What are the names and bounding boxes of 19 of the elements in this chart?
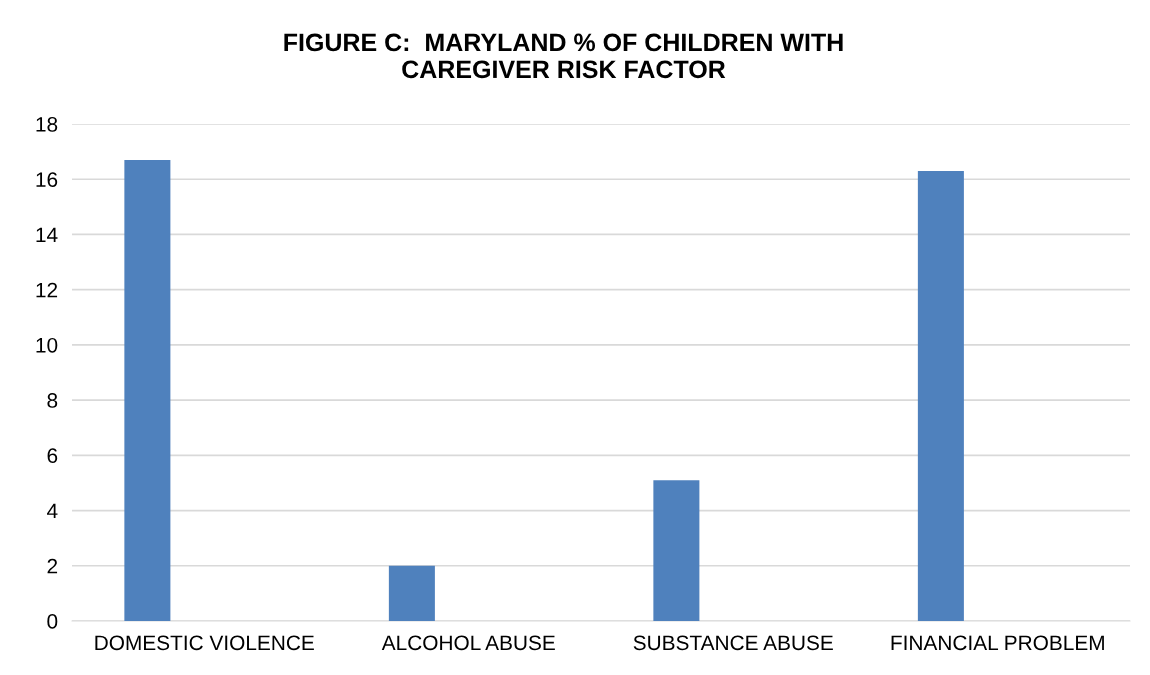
y-tick-label: 14 [36,227,58,242]
x-tick-label: SUBSTANCE ABUSE [633,635,833,651]
y-tick-label: 16 [36,172,58,187]
x-tick-label: FINANCIAL PROBLEM [891,635,1104,651]
bar [653,480,700,621]
x-tick-label: ALCOHOL ABUSE [381,635,555,651]
bar [388,565,435,621]
y-tick-label: 4 [47,503,58,519]
y-tick-label: 2 [47,558,58,574]
bar [124,159,171,621]
y-tick-label: 12 [36,282,58,298]
bar [917,170,964,621]
chart-title: FIGURE C: MARYLAND % OF CHILDREN WITH CAREGIVER RISK FACTOR [284,33,843,79]
y-tick-label: 10 [36,337,58,353]
y-tick-label: 6 [47,448,58,464]
y-tick-label: 8 [47,393,58,408]
y-tick-label: 0 [47,614,58,629]
x-tick-label: DOMESTIC VIOLENCE [95,635,314,651]
y-tick-label: 18 [36,117,58,132]
